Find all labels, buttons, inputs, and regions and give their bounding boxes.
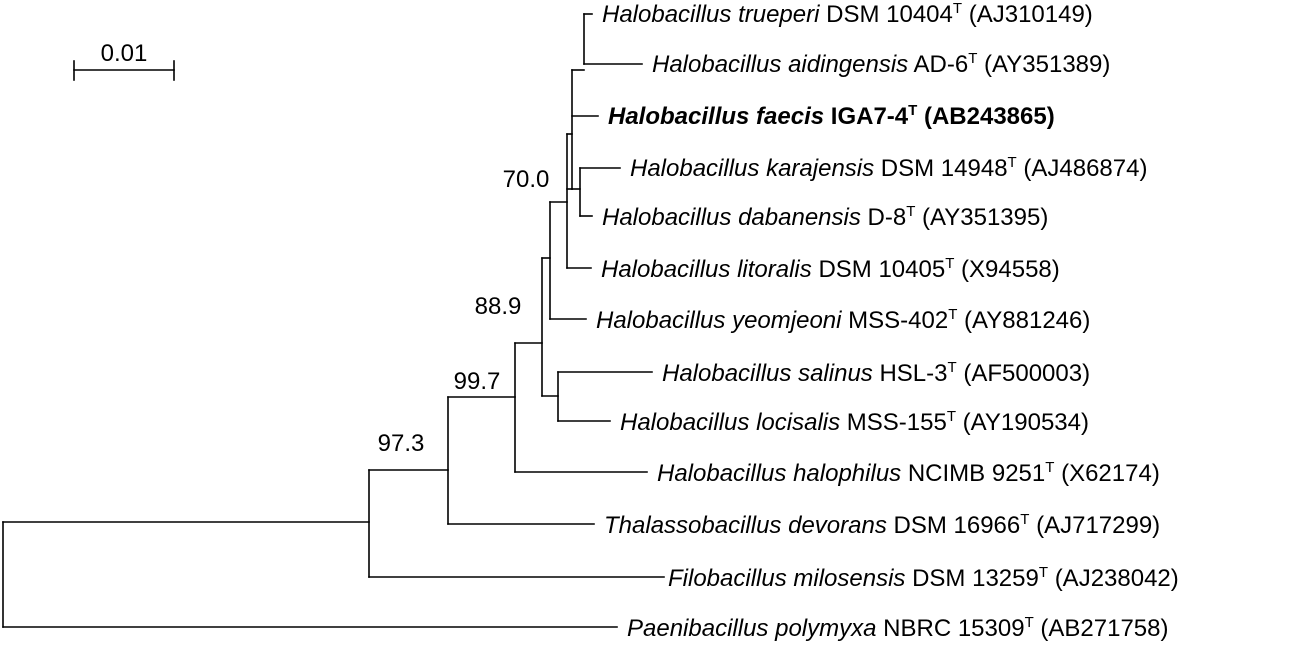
taxon-accession: (X62174)	[1061, 460, 1160, 487]
taxon-species: halophilus	[793, 460, 901, 487]
taxon-strain: MSS-402	[848, 307, 948, 334]
bootstrap-value: 88.9	[475, 293, 522, 320]
taxon-strain: MSS-155	[847, 409, 947, 436]
taxon-labels: Halobacillus trueperi DSM 10404T (AJ3101…	[596, 0, 1179, 642]
taxon-accession: (AY351389)	[984, 51, 1110, 78]
taxon-species: yeomjeoni	[730, 307, 842, 334]
type-strain-mark: T	[906, 203, 915, 220]
taxon-label-salinus: Halobacillus salinus HSL-3T (AF500003)	[662, 351, 1090, 387]
type-strain-mark: T	[947, 408, 956, 425]
taxon-accession: (AY190534)	[963, 409, 1089, 436]
type-strain-mark: T	[1039, 564, 1048, 581]
taxon-strain: D-8	[868, 204, 907, 231]
taxon-strain: DSM 10404	[826, 1, 953, 28]
taxon-strain: NCIMB 9251	[908, 460, 1045, 487]
taxon-label-locisalis: Halobacillus locisalis MSS-155T (AY19053…	[620, 400, 1089, 436]
taxon-label-karajensis: Halobacillus karajensis DSM 14948T (AJ48…	[630, 146, 1147, 182]
taxon-species: milosensis	[793, 565, 905, 592]
taxon-label-halophilus: Halobacillus halophilus NCIMB 9251T (X62…	[657, 451, 1160, 487]
taxon-genus: Halobacillus	[657, 460, 786, 487]
type-strain-mark: T	[948, 359, 957, 376]
type-strain-mark: T	[1025, 614, 1034, 631]
taxon-genus: Halobacillus	[602, 204, 731, 231]
taxon-label-aidingensis: Halobacillus aidingensis AD-6T (AY351389…	[652, 42, 1110, 78]
type-strain-mark: T	[948, 306, 957, 323]
taxon-genus: Filobacillus	[668, 565, 787, 592]
taxon-species: aidingensis	[788, 51, 908, 78]
taxon-label-trueperi: Halobacillus trueperi DSM 10404T (AJ3101…	[602, 0, 1093, 28]
taxon-genus: Thalassobacillus	[604, 512, 781, 539]
taxon-genus: Halobacillus	[602, 1, 731, 28]
type-strain-mark: T	[908, 102, 917, 119]
tree-branches	[2, 13, 665, 628]
taxon-label-dabanensis: Halobacillus dabanensis D-8T (AY351395)	[602, 195, 1048, 231]
taxon-accession: (AY881246)	[964, 307, 1090, 334]
type-strain-mark: T	[945, 255, 954, 272]
type-strain-mark: T	[1008, 154, 1017, 171]
taxon-label-milosensis: Filobacillus milosensis DSM 13259T (AJ23…	[668, 556, 1179, 592]
taxon-species: karajensis	[766, 155, 874, 182]
bootstrap-value: 97.3	[378, 430, 425, 457]
taxon-genus: Halobacillus	[652, 51, 781, 78]
taxon-accession: (AF500003)	[963, 360, 1090, 387]
taxon-accession: (AJ238042)	[1055, 565, 1179, 592]
taxon-species: locisalis	[756, 409, 840, 436]
type-strain-mark: T	[953, 0, 962, 17]
type-strain-mark: T	[1045, 459, 1054, 476]
taxon-label-polymyxa: Paenibacillus polymyxa NBRC 15309T (AB27…	[627, 606, 1169, 642]
bootstrap-value: 70.0	[503, 166, 550, 193]
taxon-genus: Halobacillus	[608, 103, 749, 130]
taxon-strain: DSM 16966	[894, 512, 1021, 539]
taxon-label-yeomjeoni: Halobacillus yeomjeoni MSS-402T (AY88124…	[596, 298, 1090, 334]
taxon-species: polymyxa	[774, 615, 876, 642]
taxon-accession: (X94558)	[961, 256, 1060, 283]
type-strain-mark: T	[1020, 511, 1029, 528]
taxon-strain: IGA7-4	[831, 103, 909, 130]
taxon-accession: (AJ717299)	[1036, 512, 1160, 539]
taxon-species: litoralis	[737, 256, 812, 283]
taxon-strain: HSL-3	[879, 360, 947, 387]
taxon-species: devorans	[788, 512, 887, 539]
taxon-label-litoralis: Halobacillus litoralis DSM 10405T (X9455…	[601, 247, 1060, 283]
taxon-genus: Halobacillus	[596, 307, 725, 334]
taxon-strain: DSM 10405	[818, 256, 945, 283]
taxon-label-devorans: Thalassobacillus devorans DSM 16966T (AJ…	[604, 503, 1160, 539]
bootstrap-value: 99.7	[454, 368, 501, 395]
bootstrap-values: 70.0 88.9 99.7 97.3	[378, 166, 550, 457]
taxon-genus: Halobacillus	[662, 360, 791, 387]
taxon-strain: AD-6	[914, 51, 969, 78]
taxon-species: dabanensis	[738, 204, 861, 231]
taxon-strain: DSM 13259	[912, 565, 1039, 592]
taxon-strain: DSM 14948	[881, 155, 1008, 182]
taxon-genus: Paenibacillus	[627, 615, 768, 642]
type-strain-mark: T	[968, 50, 977, 67]
taxon-strain: NBRC 15309	[883, 615, 1024, 642]
scale-bar: 0.01	[73, 40, 175, 81]
taxon-accession: (AY351395)	[922, 204, 1048, 231]
taxon-species: trueperi	[738, 1, 820, 28]
taxon-accession: (AJ310149)	[969, 1, 1093, 28]
taxon-genus: Halobacillus	[620, 409, 749, 436]
taxon-label-faecis: Halobacillus faecis IGA7-4T (AB243865)	[608, 94, 1055, 130]
scale-bar-label: 0.01	[101, 40, 148, 67]
taxon-accession: (AB271758)	[1040, 615, 1168, 642]
taxon-species: faecis	[756, 103, 824, 130]
taxon-genus: Halobacillus	[630, 155, 759, 182]
taxon-accession: (AJ486874)	[1023, 155, 1147, 182]
taxon-genus: Halobacillus	[601, 256, 730, 283]
taxon-accession: (AB243865)	[924, 103, 1055, 130]
taxon-species: salinus	[798, 360, 873, 387]
